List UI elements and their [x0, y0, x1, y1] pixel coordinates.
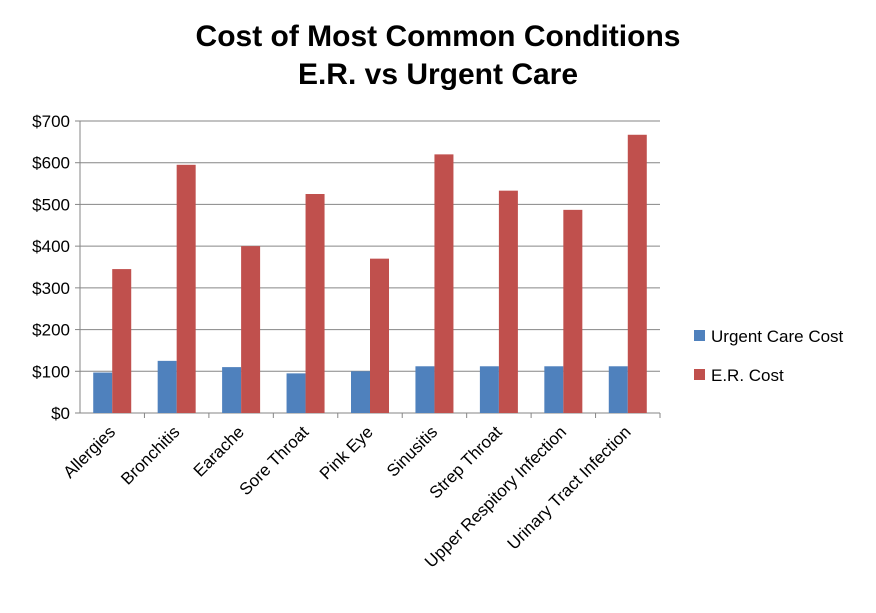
- x-tick-label: Bronchitis: [117, 422, 183, 488]
- chart-title-line-1: Cost of Most Common Conditions: [195, 20, 681, 53]
- bar-er: [305, 194, 325, 413]
- bar-urgent-care: [157, 360, 177, 413]
- bar-urgent-care: [222, 367, 242, 413]
- y-tick-label: $100: [32, 362, 70, 381]
- legend-swatch: [694, 369, 705, 380]
- x-tick-label: Allergies: [60, 422, 120, 482]
- y-tick-label: $600: [32, 154, 70, 173]
- chart-title-line-2: E.R. vs Urgent Care: [297, 58, 579, 91]
- bar-urgent-care: [93, 372, 113, 413]
- bar-er: [112, 269, 132, 413]
- y-tick-label: $500: [32, 195, 70, 214]
- bar-er: [498, 190, 518, 413]
- y-tick-label: $300: [32, 279, 70, 298]
- bar-er: [627, 134, 647, 413]
- x-tick-label: Sore Throat: [236, 422, 313, 499]
- bar-er: [434, 154, 454, 413]
- bar-er: [176, 164, 196, 413]
- x-tick-label: Pink Eye: [316, 422, 377, 483]
- bar-urgent-care: [544, 366, 564, 413]
- y-tick-label: $400: [32, 237, 70, 256]
- y-tick-label: $200: [32, 321, 70, 340]
- y-tick-label: $0: [51, 404, 70, 423]
- x-tick-label: Sinusitis: [383, 422, 441, 480]
- y-tick-label: $700: [32, 112, 70, 131]
- bar-urgent-care: [415, 366, 435, 413]
- bar-urgent-care: [608, 366, 628, 413]
- bar-urgent-care: [351, 371, 370, 413]
- x-tick-label: Earache: [190, 422, 248, 480]
- bar-urgent-care: [479, 366, 499, 413]
- legend-label: E.R. Cost: [711, 366, 784, 385]
- bar-urgent-care: [286, 373, 306, 413]
- legend-label: Urgent Care Cost: [711, 327, 844, 346]
- x-tick-label: Urinary Tract Infection: [504, 422, 635, 553]
- bar-er: [563, 209, 583, 413]
- legend-swatch: [694, 330, 705, 341]
- bar-er: [241, 246, 261, 413]
- bar-er: [370, 258, 389, 413]
